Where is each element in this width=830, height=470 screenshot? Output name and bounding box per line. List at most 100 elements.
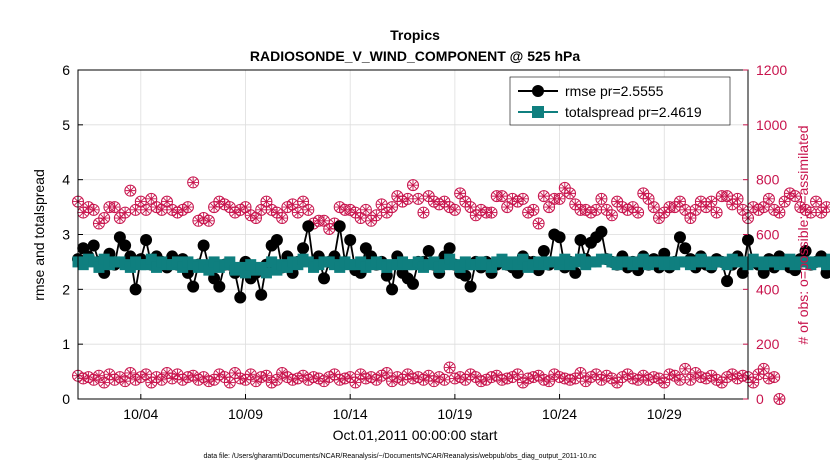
obs-assimilated-marker [758, 202, 769, 213]
y-tick-label: 5 [62, 117, 70, 133]
obs-assimilated-marker [460, 196, 471, 207]
obs-possible-marker [386, 201, 399, 214]
obs-assimilated-marker [601, 204, 612, 215]
obs-assimilated-marker [88, 204, 99, 215]
obs-assimilated-marker [303, 204, 314, 215]
obs-assimilated-marker [763, 373, 774, 384]
obs-assimilated-marker [245, 369, 256, 380]
obs-assimilated-marker [146, 193, 157, 204]
obs-assimilated-marker [470, 210, 481, 221]
obs-assimilated-marker [674, 196, 685, 207]
y2-tick-label: 800 [756, 172, 780, 188]
rmse-point [679, 242, 692, 255]
obs-assimilated-marker [544, 376, 555, 387]
plot-area [72, 176, 830, 405]
obs-assimilated-marker [292, 373, 303, 384]
obs-assimilated-marker [580, 204, 591, 215]
obs-assimilated-marker [161, 367, 172, 378]
obs-assimilated-marker [345, 204, 356, 215]
obs-assimilated-marker [339, 204, 350, 215]
obs-assimilated-marker [669, 202, 680, 213]
obs-assimilated-marker [695, 196, 706, 207]
obs-assimilated-marker [392, 372, 403, 383]
y2-tick-label: 400 [756, 281, 780, 297]
obs-assimilated-marker [549, 369, 560, 380]
obs-assimilated-marker [706, 370, 717, 381]
rmse-point [255, 288, 268, 301]
y2-tick-label: 600 [756, 227, 780, 243]
obs-assimilated-marker [277, 367, 288, 378]
obs-assimilated-marker [711, 207, 722, 218]
obs-assimilated-marker [575, 367, 586, 378]
rmse-point [443, 242, 456, 255]
obs-assimilated-marker [135, 372, 146, 383]
obs-assimilated-marker [716, 191, 727, 202]
obs-assimilated-marker [748, 377, 759, 388]
rmse-point [140, 233, 153, 246]
rmse-point [187, 280, 200, 293]
obs-possible-marker [187, 176, 200, 189]
spread-point [266, 256, 278, 268]
obs-assimilated-marker [580, 376, 591, 387]
obs-assimilated-marker [135, 196, 146, 207]
obs-assimilated-marker [455, 372, 466, 383]
obs-assimilated-marker [476, 376, 487, 387]
obs-assimilated-marker [99, 377, 110, 388]
obs-assimilated-marker [177, 204, 188, 215]
obs-assimilated-marker [606, 373, 617, 384]
obs-assimilated-marker [570, 373, 581, 384]
obs-assimilated-marker [544, 202, 555, 213]
obs-assimilated-marker [193, 374, 204, 385]
obs-assimilated-marker [538, 374, 549, 385]
obs-possible-marker [595, 192, 608, 205]
x-axis-label: Oct.01,2011 00:00:00 start [333, 427, 498, 443]
obs-assimilated-marker [533, 370, 544, 381]
obs-assimilated-marker [722, 372, 733, 383]
obs-assimilated-marker [423, 191, 434, 202]
obs-assimilated-marker [732, 193, 743, 204]
rmse-point [673, 231, 686, 244]
x-tick-label: 10/19 [437, 406, 472, 422]
obs-assimilated-marker [93, 218, 104, 229]
rmse-point [344, 233, 357, 246]
obs-assimilated-marker [360, 373, 371, 384]
obs-assimilated-marker [376, 199, 387, 210]
spread-point [517, 253, 529, 265]
obs-assimilated-marker [256, 372, 267, 383]
y-axis-label: rmse and totalspread [31, 169, 47, 301]
obs-assimilated-marker [502, 202, 513, 213]
obs-assimilated-marker [648, 202, 659, 213]
rmse-point [119, 239, 132, 252]
obs-assimilated-marker [193, 215, 204, 226]
obs-assimilated-marker [512, 196, 523, 207]
obs-assimilated-marker [774, 394, 785, 404]
obs-assimilated-marker [428, 376, 439, 387]
obs-assimilated-marker [606, 210, 617, 221]
obs-assimilated-marker [737, 370, 748, 381]
obs-possible-marker [757, 362, 770, 375]
obs-assimilated-marker [758, 363, 769, 374]
obs-assimilated-marker [711, 374, 722, 385]
obs-assimilated-marker [230, 367, 241, 378]
spread-point [203, 264, 215, 276]
obs-assimilated-marker [486, 372, 497, 383]
obs-assimilated-marker [674, 374, 685, 385]
obs-assimilated-marker [690, 367, 701, 378]
obs-assimilated-marker [423, 370, 434, 381]
obs-possible-marker [532, 217, 545, 230]
obs-possible-marker [647, 201, 660, 214]
obs-assimilated-marker [125, 185, 136, 196]
y-tick-label: 3 [62, 227, 70, 243]
obs-assimilated-marker [638, 188, 649, 199]
obs-assimilated-marker [533, 218, 544, 229]
obs-assimilated-marker [643, 374, 654, 385]
obs-assimilated-marker [214, 369, 225, 380]
obs-assimilated-marker [523, 373, 534, 384]
obs-assimilated-marker [648, 372, 659, 383]
rmse-point [799, 244, 812, 257]
y-tick-label: 0 [62, 391, 70, 407]
obs-assimilated-marker [727, 369, 738, 380]
obs-assimilated-marker [88, 374, 99, 385]
obs-assimilated-marker [167, 373, 178, 384]
